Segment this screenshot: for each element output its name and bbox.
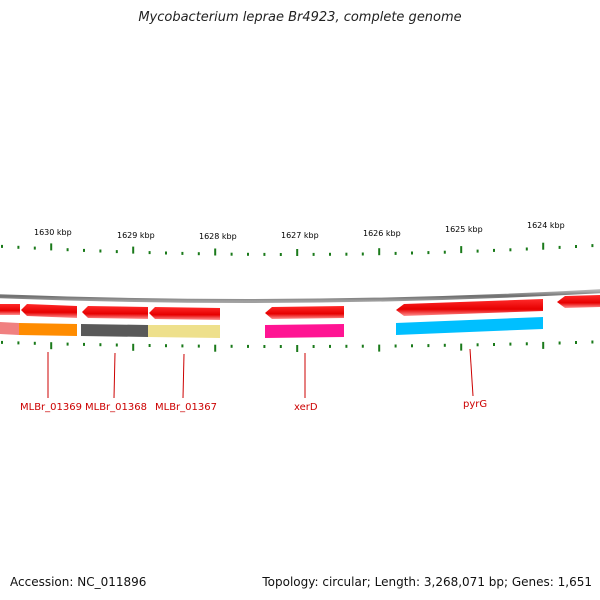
gene-label-mlbr-01368[interactable]: MLBr_01368 bbox=[85, 402, 147, 413]
gene-arrow-6[interactable] bbox=[396, 299, 543, 316]
kbp-label-1628: 1628 kbp bbox=[199, 232, 237, 241]
kbp-label-1625: 1625 kbp bbox=[445, 225, 483, 234]
kbp-label-1624: 1624 kbp bbox=[527, 221, 565, 230]
gene-arrows bbox=[0, 295, 600, 320]
gene-arrow-5[interactable] bbox=[265, 306, 344, 319]
kbp-label-1627: 1627 kbp bbox=[281, 231, 319, 240]
segment-magenta bbox=[265, 324, 344, 338]
gene-arrow-2[interactable] bbox=[21, 304, 77, 318]
label-leaders bbox=[47, 348, 474, 399]
outer-tick-ring bbox=[1, 242, 594, 256]
gene-label-mlbr-01367[interactable]: MLBr_01367 bbox=[155, 402, 217, 413]
genome-backbone bbox=[0, 289, 600, 303]
kbp-label-1629: 1629 kbp bbox=[117, 231, 155, 240]
map-title: Mycobacterium leprae Br4923, complete ge… bbox=[138, 10, 462, 25]
segment-khaki bbox=[148, 325, 220, 338]
segment-orange bbox=[19, 323, 77, 336]
gene-label-xerd[interactable]: xerD bbox=[294, 402, 318, 413]
accession-text: Accession: NC_011896 bbox=[10, 575, 147, 589]
gene-segments bbox=[0, 317, 543, 338]
gene-label-pyrg[interactable]: pyrG bbox=[463, 399, 487, 410]
segment-pink bbox=[0, 322, 19, 335]
gene-label-mlbr-01369[interactable]: MLBr_01369 bbox=[20, 402, 82, 413]
gene-arrow-4[interactable] bbox=[149, 307, 220, 320]
inner-tick-ring bbox=[1, 340, 594, 352]
gene-arrow-3[interactable] bbox=[82, 306, 148, 319]
gene-arrow-7[interactable] bbox=[557, 295, 600, 308]
kbp-label-1630: 1630 kbp bbox=[34, 228, 72, 237]
genome-summary-text: Topology: circular; Length: 3,268,071 bp… bbox=[262, 575, 592, 589]
segment-blue bbox=[396, 317, 543, 335]
gene-arrow-1[interactable] bbox=[0, 304, 20, 315]
segment-gray bbox=[81, 324, 148, 337]
kbp-label-1626: 1626 kbp bbox=[363, 229, 401, 238]
